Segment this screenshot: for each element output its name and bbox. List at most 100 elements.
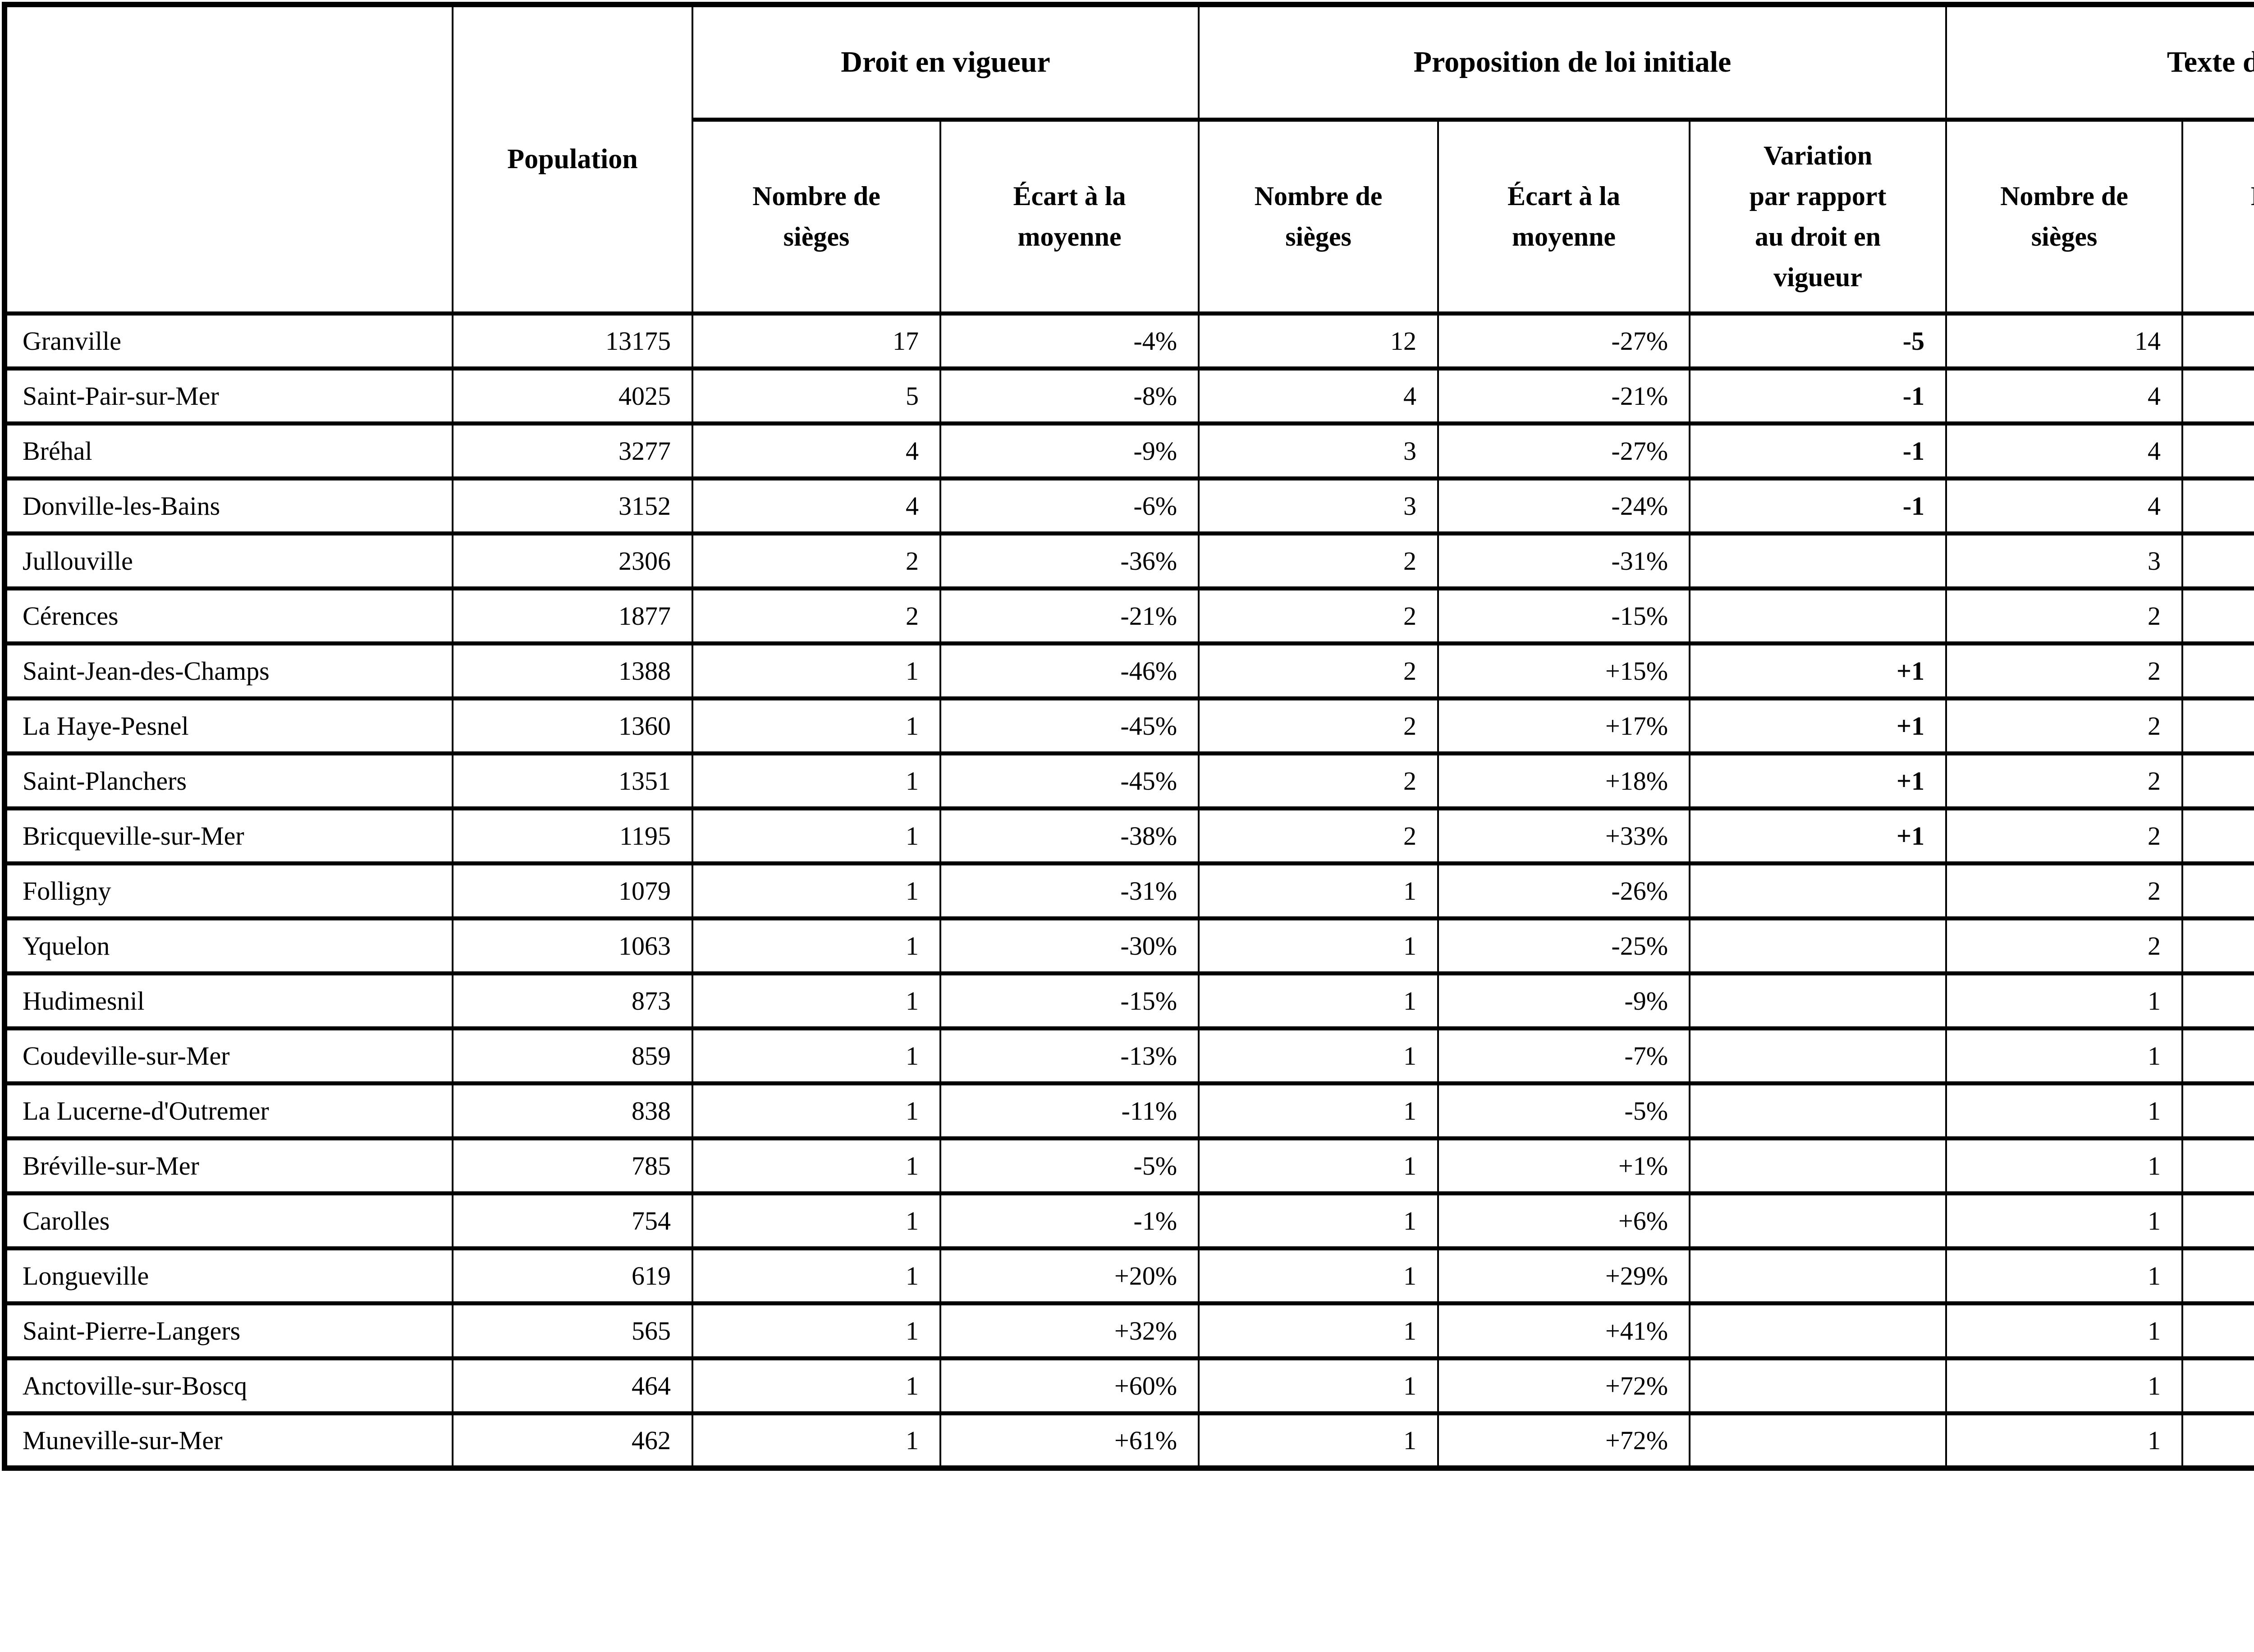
- cell-dv_sieges: 1: [692, 1026, 941, 1085]
- cell-dv_ecart: -11%: [939, 1081, 1200, 1140]
- cell-tc_ecart: +2%: [2181, 641, 2254, 700]
- cell-dv_ecart: +60%: [939, 1356, 1200, 1415]
- cell-pl_var: [1689, 1246, 1947, 1305]
- cell-dv_ecart: -46%: [939, 641, 1200, 700]
- cell-pl_ecart: -5%: [1437, 1081, 1691, 1140]
- cell-dv_sieges: 1: [692, 696, 941, 755]
- cell-pl_sieges: 1: [1198, 1301, 1439, 1360]
- cell-dv_sieges: 1: [692, 1246, 941, 1305]
- cell-dv_ecart: -8%: [939, 366, 1200, 426]
- cell-population: 838: [452, 1081, 693, 1140]
- group-header-droit-en-vigueur: Droit en vigueur: [691, 2, 1200, 122]
- cell-name: Jullouville: [4, 531, 454, 590]
- cell-pl_sieges: 1: [1198, 1136, 1439, 1195]
- cell-pl_ecart: +15%: [1437, 641, 1691, 700]
- cell-pl_ecart: -27%: [1437, 311, 1691, 371]
- cell-pl_var: [1689, 586, 1947, 645]
- cell-name: Carolles: [4, 1191, 454, 1250]
- cell-tc_ecart: -10%: [2181, 1136, 2254, 1195]
- cell-tc_ecart: +53%: [2181, 1411, 2254, 1470]
- cell-pl_ecart: +1%: [1437, 1136, 1691, 1195]
- cell-pl_var: +1: [1689, 696, 1947, 755]
- cell-dv_sieges: 17: [692, 311, 941, 371]
- cell-dv_ecart: -45%: [939, 696, 1200, 755]
- cell-pl_ecart: -9%: [1437, 971, 1691, 1030]
- cell-dv_sieges: 1: [692, 1301, 941, 1360]
- cell-pl_var: [1689, 971, 1947, 1030]
- cell-pl_ecart: +17%: [1437, 696, 1691, 755]
- cell-tc_sieges: 1: [1945, 1411, 2184, 1470]
- header-group-row: Population Droit en vigueur Proposition …: [4, 2, 2254, 316]
- cell-name: Muneville-sur-Mer: [4, 1411, 454, 1470]
- cell-pl_sieges: 3: [1198, 476, 1439, 535]
- cell-pl_ecart: -25%: [1437, 916, 1691, 975]
- cell-name: Yquelon: [4, 916, 454, 975]
- cell-population: 464: [452, 1356, 693, 1415]
- cell-dv_sieges: 1: [692, 861, 941, 920]
- col-header-pl-nombre-de-sieges: Nombre de sièges: [1198, 117, 1439, 316]
- cell-pl_ecart: +72%: [1437, 1411, 1691, 1470]
- cell-tc_ecart: -19%: [2181, 971, 2254, 1030]
- cell-pl_sieges: 2: [1198, 641, 1439, 700]
- cell-tc_ecart: +18%: [2181, 806, 2254, 865]
- col-header-dv-ecart-moyenne: Écart à la moyenne: [939, 117, 1200, 316]
- cell-population: 565: [452, 1301, 693, 1360]
- cell-pl_var: +1: [1689, 806, 1947, 865]
- table-row: Saint-Jean-des-Champs13881-46%2+15%+12+2…: [4, 641, 2254, 700]
- cell-population: 13175: [452, 311, 693, 371]
- header-sub-row: Nombre de sièges Écart à la moyenne Nomb…: [5, 117, 2254, 316]
- cell-dv_sieges: 1: [692, 971, 941, 1030]
- cell-pl_var: [1689, 1081, 1947, 1140]
- cell-tc_ecart: -8%: [2181, 531, 2254, 590]
- cell-name: Saint-Pair-sur-Mer: [4, 366, 454, 426]
- cell-name: La Lucerne-d'Outremer: [4, 1081, 454, 1140]
- cell-dv_ecart: -31%: [939, 861, 1200, 920]
- cell-tc_ecart: +4%: [2181, 696, 2254, 755]
- cell-tc_sieges: 2: [1945, 806, 2184, 865]
- cell-tc_ecart: -25%: [2181, 586, 2254, 645]
- cell-dv_ecart: -1%: [939, 1191, 1200, 1250]
- cell-dv_sieges: 4: [692, 476, 941, 535]
- cell-tc_sieges: 2: [1945, 861, 2184, 920]
- cell-name: Saint-Pierre-Langers: [4, 1301, 454, 1360]
- cell-dv_ecart: -15%: [939, 971, 1200, 1030]
- cell-pl_sieges: 12: [1198, 311, 1439, 371]
- cell-pl_sieges: 4: [1198, 366, 1439, 426]
- cell-pl_sieges: 1: [1198, 971, 1439, 1030]
- cell-dv_sieges: 1: [692, 916, 941, 975]
- cell-name: Saint-Planchers: [4, 751, 454, 810]
- cell-population: 754: [452, 1191, 693, 1250]
- cell-population: 1388: [452, 641, 693, 700]
- cell-pl_sieges: 1: [1198, 1191, 1439, 1250]
- cell-dv_sieges: 1: [692, 1191, 941, 1250]
- cell-tc_ecart: -25%: [2181, 311, 2254, 371]
- cell-tc_sieges: 1: [1945, 1246, 2184, 1305]
- cell-population: 3277: [452, 421, 693, 480]
- cell-pl_var: [1689, 1191, 1947, 1250]
- cell-tc_ecart: -30%: [2181, 366, 2254, 426]
- cell-tc_sieges: 1: [1945, 1356, 2184, 1415]
- cell-tc_sieges: 1: [1945, 1191, 2184, 1250]
- cell-name: La Haye-Pesnel: [4, 696, 454, 755]
- cell-population: 1351: [452, 751, 693, 810]
- cell-population: 873: [452, 971, 693, 1030]
- cell-tc_ecart: -16%: [2181, 1081, 2254, 1140]
- cell-pl_var: [1689, 531, 1947, 590]
- cell-dv_sieges: 5: [692, 366, 941, 426]
- cell-pl_ecart: +29%: [1437, 1246, 1691, 1305]
- cell-pl_var: [1689, 861, 1947, 920]
